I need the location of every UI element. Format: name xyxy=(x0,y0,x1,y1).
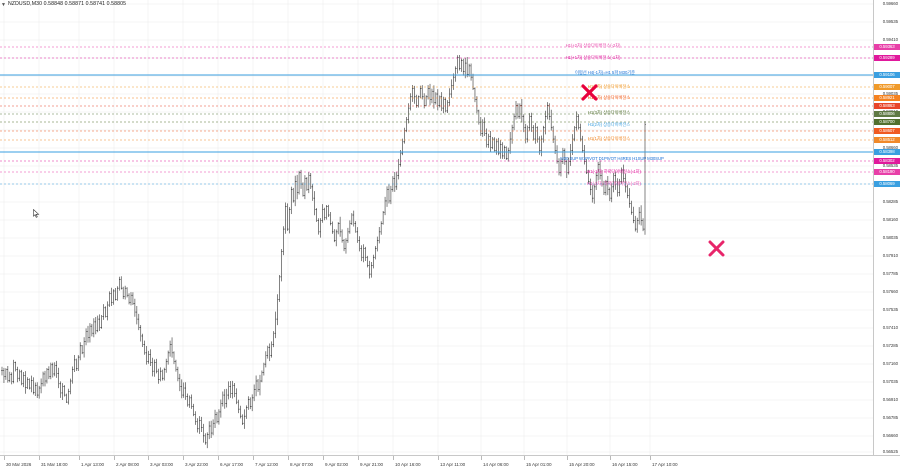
time-tick-mark xyxy=(39,456,40,460)
price-tick-label: 0.58035 xyxy=(882,235,898,240)
price-tick-label: 0.57660 xyxy=(882,289,898,294)
time-scale[interactable]: 30 Mar 2026 31 Mar 18:00 1 Apr 13:00 2 Apr … xyxy=(0,455,900,474)
price-level-tag[interactable]: 0.58512 xyxy=(874,136,900,144)
price-tick-label: 0.58285 xyxy=(882,199,898,204)
chart-annotation-label: M30 SUP W1PIVOT D1PIVOT H4RES H1SUP M30S… xyxy=(560,155,664,161)
time-tick-label: 14 Apr 06:00 xyxy=(483,462,509,467)
price-tick-label: 0.56785 xyxy=(882,415,898,420)
price-level-tag[interactable]: 0.58190 xyxy=(874,168,900,176)
time-tick-mark xyxy=(218,456,219,460)
price-level-tag[interactable]: 0.59289 xyxy=(874,54,900,62)
x-marker-signal-2[interactable] xyxy=(708,240,725,257)
mouse-pointer-icon xyxy=(33,209,40,218)
time-tick-mark xyxy=(524,456,525,460)
time-tick-label: 30 Mar 2026 xyxy=(6,462,32,467)
time-tick-mark xyxy=(393,456,394,460)
price-level-tag[interactable]: 0.59106 xyxy=(874,71,900,79)
price-level-tag[interactable]: 0.58398 xyxy=(874,148,900,156)
price-level-tag[interactable]: 0.58806 xyxy=(874,110,900,118)
time-tick-label: 2 Apr 08:00 xyxy=(116,462,139,467)
price-tick-label: 0.58535 xyxy=(882,163,898,168)
chart-annotation-label: H1(3차) 상승다이버전스 xyxy=(587,109,631,115)
time-tick-label: 1 Apr 13:00 xyxy=(81,462,104,467)
price-level-tag[interactable]: 0.59007 xyxy=(874,83,900,91)
price-tick-label: 0.56660 xyxy=(882,433,898,438)
time-tick-mark xyxy=(323,456,324,460)
symbol-quote-text: NZDUSD,M30 0.58848 0.58871 0.58741 0.588… xyxy=(7,1,127,8)
time-tick-mark xyxy=(610,456,611,460)
price-level-tag[interactable]: 0.58921 xyxy=(874,94,900,102)
price-tick-label: 0.56910 xyxy=(882,397,898,402)
time-tick-label: 10 Apr 16:00 xyxy=(395,462,421,467)
time-tick-label: 8 Apr 07:00 xyxy=(290,462,313,467)
time-tick-label: 6 Apr 17:00 xyxy=(220,462,243,467)
time-tick-mark xyxy=(567,456,568,460)
time-tick-label: 15 Apr 01:00 xyxy=(526,462,552,467)
price-level-tag[interactable]: 0.58069 xyxy=(874,180,900,188)
time-tick-label: 9 Apr 02:00 xyxy=(325,462,348,467)
symbol-quote-bar[interactable]: ▼ NZDUSD,M30 0.58848 0.58871 0.58741 0.5… xyxy=(0,0,126,10)
price-tick-label: 0.59535 xyxy=(882,19,898,24)
chart-annotation-label: H1(4차) 상승다이버전스 xyxy=(587,94,631,100)
time-tick-mark xyxy=(650,456,651,460)
price-level-tag[interactable]: 0.58863 xyxy=(874,102,900,110)
time-tick-label: 3 Apr 22:00 xyxy=(185,462,208,467)
time-tick-mark xyxy=(183,456,184,460)
price-scale[interactable]: 0.596600.595350.594100.592850.591600.590… xyxy=(873,0,900,455)
chart-annotation-label: H1(-1차) 하락다이버전스(-1차) xyxy=(587,168,641,174)
price-level-tag[interactable]: 0.59363 xyxy=(874,43,900,51)
chart-annotation-label: H1(+2차) 상승다이버전스(-2차) xyxy=(565,42,621,48)
time-tick-label: 16 Apr 15:00 xyxy=(612,462,638,467)
price-level-tag[interactable]: 0.58302 xyxy=(874,157,900,165)
chart-annotation-label: H1(5차) 상승다이버전스 xyxy=(587,83,631,89)
time-tick-mark xyxy=(114,456,115,460)
time-tick-mark xyxy=(4,456,5,460)
price-level-tag[interactable]: 0.58700 xyxy=(874,118,900,126)
price-tick-label: 0.57035 xyxy=(882,379,898,384)
chart-annotation-label: H1(2차) 상승다이버전스 xyxy=(587,121,631,127)
x-marker-signal-1[interactable] xyxy=(580,83,598,101)
time-tick-mark xyxy=(358,456,359,460)
time-tick-mark xyxy=(288,456,289,460)
price-tick-label: 0.57410 xyxy=(882,325,898,330)
price-tick-label: 0.58660 xyxy=(882,145,898,150)
price-tick-label: 0.57535 xyxy=(882,307,898,312)
triangle-down-icon[interactable]: ▼ xyxy=(1,1,6,8)
time-tick-label: 31 Mar 18:00 xyxy=(41,462,68,467)
price-tick-label: 0.56525 xyxy=(882,449,898,454)
price-tick-label: 0.57285 xyxy=(882,343,898,348)
price-tick-label: 0.59660 xyxy=(882,1,898,6)
price-tick-label: 0.59410 xyxy=(882,37,898,42)
price-tick-label: 0.57160 xyxy=(882,361,898,366)
price-level-tag[interactable]: 0.58607 xyxy=(874,127,900,135)
horizontal-level-lines-layer[interactable] xyxy=(0,0,873,455)
time-tick-mark xyxy=(148,456,149,460)
price-tick-label: 0.57785 xyxy=(882,271,898,276)
time-tick-mark xyxy=(79,456,80,460)
price-tick-label: 0.57910 xyxy=(882,253,898,258)
price-series-layer xyxy=(1,54,646,449)
time-tick-label: 13 Apr 11:00 xyxy=(440,462,466,467)
time-tick-label: 15 Apr 20:00 xyxy=(569,462,595,467)
chart-annotation-label: 이평선 H4(-1차)=H1 5파 M30기준 xyxy=(575,69,635,75)
time-tick-mark xyxy=(481,456,482,460)
price-tick-label: 0.58160 xyxy=(882,217,898,222)
price-tick-label: 0.59035 xyxy=(882,91,898,96)
grid-layer xyxy=(0,0,873,455)
time-tick-label: 3 Apr 03:00 xyxy=(150,462,173,467)
chart-annotation-label: H1(-2차) 하락다이버전스(-2차) xyxy=(587,180,641,186)
time-tick-label: 7 Apr 12:00 xyxy=(255,462,278,467)
chart-annotation-label: H1(1차) 상승다이버전스 xyxy=(587,135,631,141)
time-tick-mark xyxy=(253,456,254,460)
chart-annotation-label: H1(+1차) 상승다이버전스(-1차) xyxy=(565,54,621,60)
time-tick-label: 17 Apr 10:00 xyxy=(652,462,678,467)
time-tick-mark xyxy=(438,456,439,460)
time-tick-label: 9 Apr 21:00 xyxy=(360,462,383,467)
chart-plot-area[interactable] xyxy=(0,0,873,455)
